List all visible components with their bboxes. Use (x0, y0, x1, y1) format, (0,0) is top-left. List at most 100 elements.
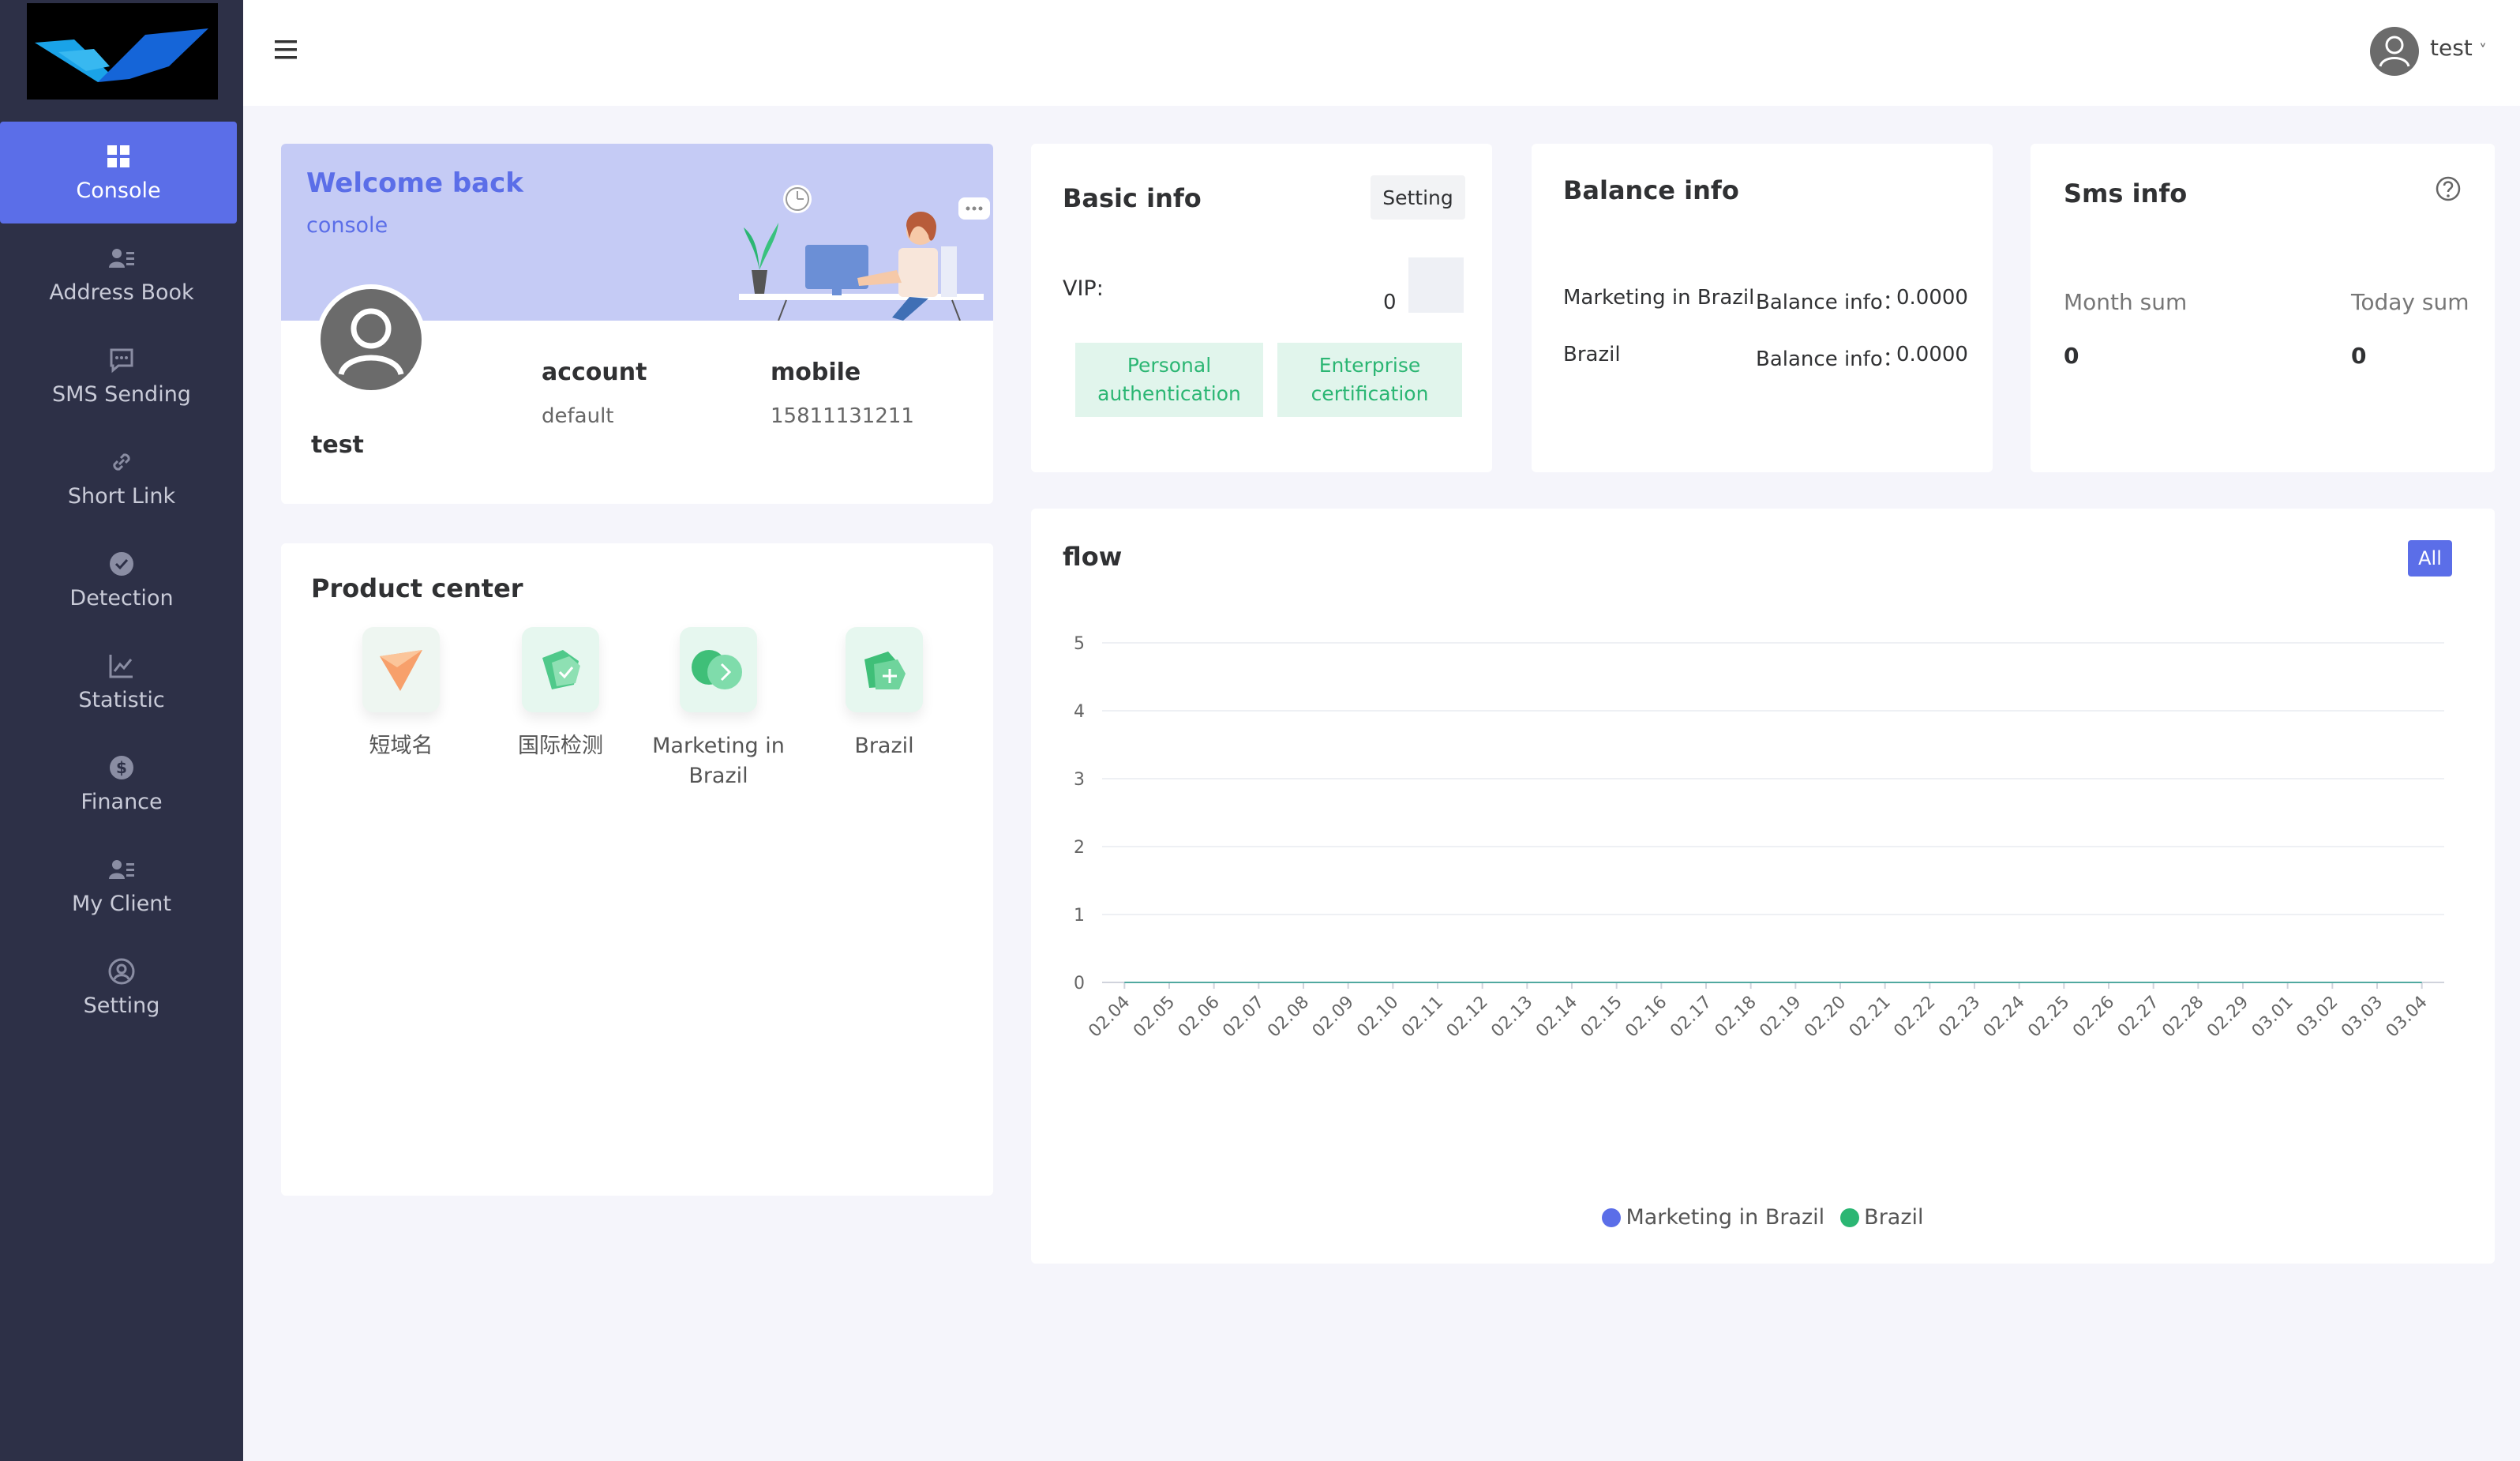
legend-item[interactable]: Brazil (1840, 1205, 1924, 1230)
line-chart-icon (109, 655, 133, 678)
x-tick-label: 02.16 (1622, 993, 1671, 1042)
sidebar-item-short-link[interactable]: Short Link (0, 427, 243, 529)
sidebar-item-label: Console (76, 178, 161, 203)
product-international-detection[interactable]: 国际检测 (489, 627, 632, 761)
balance-info-title: Balance info (1563, 175, 1739, 205)
x-tick-label: 02.23 (1935, 993, 1984, 1042)
paper-plane-icon (362, 627, 440, 712)
chevron-down-icon[interactable]: ˅ (2479, 41, 2487, 60)
help-icon[interactable] (2435, 175, 2462, 202)
profile-avatar (316, 284, 426, 395)
setting-button[interactable]: Setting (1371, 175, 1465, 220)
app-logo[interactable] (27, 3, 218, 100)
sidebar-item-label: Setting (83, 993, 160, 1018)
sidebar-item-label: Address Book (49, 280, 194, 305)
account-label: account (542, 359, 647, 386)
product-brazil[interactable]: Brazil (813, 627, 955, 761)
sidebar-item-label: Short Link (67, 484, 176, 509)
basic-info-title: Basic info (1063, 183, 1202, 213)
sidebar-item-detection[interactable]: Detection (0, 529, 243, 631)
sidebar-item-my-client[interactable]: My Client (0, 835, 243, 937)
balance-row-value: 0.0000 (1896, 343, 1968, 366)
chart-legend: Marketing in Brazil Brazil (1031, 1205, 2495, 1230)
mobile-label: mobile (771, 359, 861, 386)
x-tick-label: 02.17 (1667, 993, 1716, 1042)
x-tick-label: 02.04 (1085, 993, 1134, 1042)
office-illustration (739, 185, 990, 321)
welcome-subtitle: console (306, 213, 388, 238)
x-tick-label: 02.10 (1353, 993, 1402, 1042)
sidebar-item-console[interactable]: Console (0, 122, 237, 223)
y-tick-label: 4 (1074, 702, 1085, 722)
month-sum-value: 0 (2064, 343, 2079, 369)
flow-chart-card: flow All 0 1 2 3 4 5 02.04 02.05 02.06 02.07 02.08… (1031, 509, 2495, 1264)
x-tick-label: 02.22 (1890, 993, 1939, 1042)
x-tick-label: 02.26 (2069, 993, 2118, 1042)
x-tick-label: 02.05 (1130, 993, 1179, 1042)
vip-badge (1408, 257, 1464, 313)
sidebar-item-label: SMS Sending (52, 382, 191, 407)
sidebar-item-setting[interactable]: Setting (0, 937, 243, 1038)
user-circle-icon (108, 958, 135, 985)
hamburger-menu-icon[interactable] (273, 38, 298, 62)
product-short-domain[interactable]: 短域名 (330, 627, 472, 761)
x-tick-label: 02.15 (1577, 993, 1626, 1042)
sidebar-item-statistic[interactable]: Statistic (0, 631, 243, 733)
check-badge-icon (110, 552, 133, 576)
legend-item[interactable]: Marketing in Brazil (1602, 1205, 1824, 1230)
dollar-icon: $ (110, 756, 133, 779)
sidebar-item-label: Statistic (78, 688, 165, 712)
y-tick-label: 3 (1074, 770, 1085, 790)
x-tick-label: 02.19 (1756, 993, 1805, 1042)
enterprise-certification-button[interactable]: Enterprise certification (1277, 343, 1462, 417)
sidebar-item-sms-sending[interactable]: SMS Sending (0, 325, 243, 427)
today-sum-label: Today sum (2351, 289, 2469, 315)
product-label: 短域名 (369, 734, 433, 758)
legend-dot-icon (1840, 1207, 1860, 1227)
today-sum-value: 0 (2351, 343, 2367, 369)
avatar[interactable] (2370, 27, 2419, 76)
x-tick-label: 02.21 (1846, 993, 1895, 1042)
flow-title: flow (1063, 542, 1123, 572)
basic-info-card: Basic info Setting VIP: 0 Personal authe… (1031, 144, 1492, 472)
contacts-icon (109, 249, 134, 268)
account-value: default (542, 404, 614, 428)
x-tick-label: 02.27 (2114, 993, 2163, 1042)
x-tick-label: 03.04 (2383, 993, 2432, 1042)
sidebar-item-address-book[interactable]: Address Book (0, 223, 243, 325)
product-marketing-in-brazil[interactable]: Marketing in Brazil (647, 627, 789, 791)
balance-row-name: Marketing in Brazil (1563, 286, 1755, 310)
sidebar-item-label: My Client (71, 892, 172, 916)
profile-username: test (311, 431, 364, 459)
personal-authentication-button[interactable]: Personal authentication (1075, 343, 1263, 417)
product-center-card: Product center 短域名 国际检测 Marketing in Bra… (281, 543, 993, 1196)
x-tick-label: 02.14 (1532, 993, 1581, 1042)
all-filter-button[interactable]: All (2408, 540, 2452, 577)
x-tick-label: 02.25 (2024, 993, 2073, 1042)
balance-row-label: Balance info： (1756, 291, 1903, 314)
x-tick-label: 02.18 (1712, 993, 1761, 1042)
shield-check-icon (522, 627, 599, 712)
mobile-value: 15811131211 (771, 404, 914, 428)
y-tick-label: 2 (1074, 838, 1085, 858)
x-tick-label: 02.06 (1175, 993, 1224, 1042)
forward-circle-icon (680, 627, 757, 712)
product-center-title: Product center (311, 573, 523, 603)
product-label: Brazil (854, 734, 914, 758)
x-tick-label: 02.07 (1219, 993, 1268, 1042)
x-tick-label: 02.08 (1264, 993, 1313, 1042)
sidebar-nav: Console Address Book SMS Sending Short L… (0, 122, 243, 1038)
y-tick-label: 0 (1074, 974, 1085, 993)
legend-label: Brazil (1864, 1205, 1924, 1230)
link-icon (113, 453, 130, 471)
x-tick-label: 02.11 (1398, 993, 1447, 1042)
sidebar-item-finance[interactable]: $ Finance (0, 733, 243, 835)
header-username[interactable]: test (2430, 35, 2473, 61)
welcome-title: Welcome back (306, 167, 523, 199)
balance-row-value: 0.0000 (1896, 286, 1968, 310)
sidebar-item-label: Finance (81, 790, 163, 814)
x-tick-label: 03.01 (2248, 993, 2297, 1042)
y-tick-label: 1 (1074, 906, 1085, 926)
balance-row-label: Balance info： (1756, 347, 1903, 371)
sms-info-title: Sms info (2064, 178, 2188, 208)
